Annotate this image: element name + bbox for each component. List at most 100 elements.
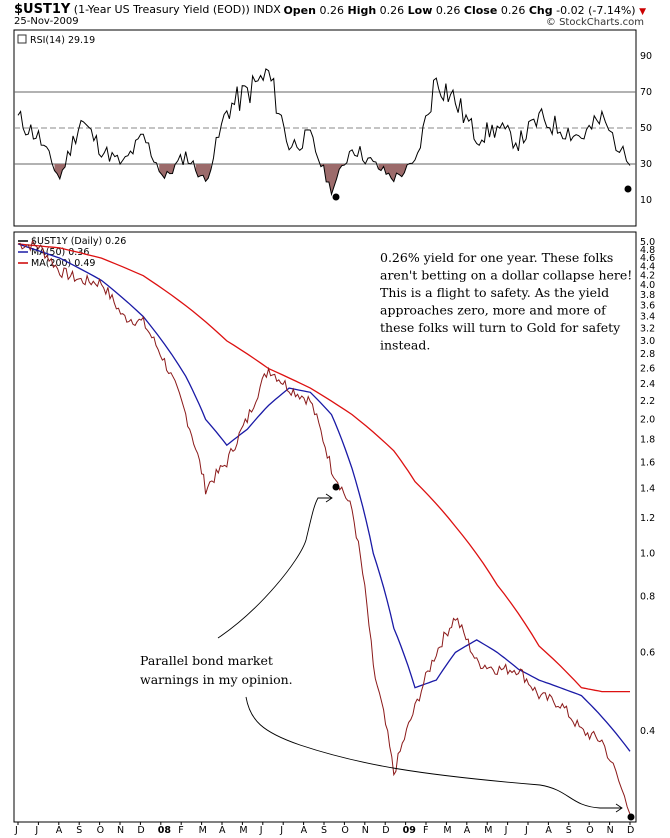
ma50-line bbox=[17, 243, 631, 752]
x-tick-label: N bbox=[607, 825, 614, 836]
price-marker-dot bbox=[332, 483, 340, 491]
x-tick-label: J bbox=[34, 825, 38, 836]
annotation-arrowhead-down bbox=[615, 803, 623, 813]
annotation-line: This is a flight to safety. As the yield bbox=[380, 285, 609, 300]
price-tick-label: 1.0 bbox=[640, 549, 655, 560]
x-tick-label: 08 bbox=[158, 825, 172, 836]
x-tick-label: M bbox=[199, 825, 207, 836]
legend-entry: $UST1Y (Daily) 0.26 bbox=[31, 236, 126, 247]
down-arrow-icon: ▼ bbox=[639, 7, 646, 17]
open-value: 0.26 bbox=[319, 4, 344, 17]
x-tick-label: 09 bbox=[403, 825, 416, 836]
rsi-marker-dot bbox=[332, 193, 340, 201]
rsi-line bbox=[17, 68, 631, 197]
ohlc-readout: Open 0.26 High 0.26 Low 0.26 Close 0.26 … bbox=[283, 4, 646, 17]
low-label: Low bbox=[407, 4, 433, 17]
low-value: 0.26 bbox=[435, 4, 461, 17]
price-tick-label: 3.2 bbox=[640, 323, 655, 334]
rsi-tick-label: 90 bbox=[640, 51, 652, 62]
x-tick-label: O bbox=[586, 825, 593, 836]
price-tick-label: 2.0 bbox=[640, 414, 655, 425]
x-tick-label: A bbox=[301, 825, 308, 836]
high-value: 0.26 bbox=[379, 4, 405, 17]
price-tick-label: 1.4 bbox=[640, 483, 655, 494]
price-line bbox=[17, 239, 631, 815]
x-tick-label: D bbox=[137, 825, 144, 836]
annotation-line: 0.26% yield for one year. These folks bbox=[380, 250, 613, 265]
chg-label: Chg bbox=[528, 4, 553, 17]
price-tick-label: 1.2 bbox=[640, 513, 655, 524]
close-value: 0.26 bbox=[500, 4, 526, 17]
price-tick-label: 4.8 bbox=[640, 245, 655, 256]
rsi-oversold-area bbox=[54, 164, 66, 179]
annotation-arrowhead-up bbox=[325, 493, 333, 503]
price-tick-label: 2.2 bbox=[640, 396, 655, 407]
rsi-tick-label: 10 bbox=[640, 195, 652, 206]
price-tick-label: 4.2 bbox=[640, 271, 655, 282]
chg-value: -0.02 (-7.14%) bbox=[556, 4, 636, 17]
price-tick-label: 1.6 bbox=[640, 458, 655, 469]
legend-entry: MA(200) 0.49 bbox=[31, 258, 95, 269]
x-axis: J J A S O N D 08 F M A M J J A S O N D 09 F M A M J J A S O N D bbox=[14, 822, 634, 836]
price-tick-label: 0.4 bbox=[640, 726, 655, 737]
brand-watermark: © StockCharts.com bbox=[545, 17, 644, 28]
x-tick-label: N bbox=[362, 825, 369, 836]
x-tick-label: J bbox=[279, 825, 283, 836]
x-tick-label: S bbox=[76, 825, 82, 836]
x-tick-label: N bbox=[117, 825, 124, 836]
annotation-arrow-down bbox=[245, 696, 622, 809]
price-tick-label: 3.4 bbox=[640, 312, 655, 323]
x-tick-label: J bbox=[504, 825, 508, 836]
price-tick-label: 3.0 bbox=[640, 336, 655, 347]
price-tick-label: 4.0 bbox=[640, 280, 655, 291]
x-tick-label: F bbox=[178, 825, 183, 836]
price-tick-label: 2.8 bbox=[640, 349, 655, 360]
annotation-line: Parallel bond market bbox=[140, 653, 273, 668]
price-tick-label: 5.0 bbox=[640, 237, 655, 248]
price-tick-label: 2.6 bbox=[640, 364, 655, 375]
rsi-tick-label: 30 bbox=[640, 159, 652, 170]
price-tick-label: 4.4 bbox=[640, 262, 655, 273]
rsi-legend-icon bbox=[17, 34, 27, 44]
x-tick-label: M bbox=[484, 825, 492, 836]
annotation-line: warnings in my opinion. bbox=[140, 672, 293, 687]
close-label: Close bbox=[463, 4, 498, 17]
annotation-top: 0.26% yield for one year. These folks are… bbox=[380, 250, 632, 353]
x-tick-label: O bbox=[97, 825, 104, 836]
x-tick-label: M bbox=[443, 825, 451, 836]
x-tick-label: A bbox=[545, 825, 552, 836]
price-tick-label: 3.8 bbox=[640, 290, 655, 301]
annotation-line: aren't betting on a dollar collapse here… bbox=[380, 268, 632, 283]
rsi-legend: RSI(14) 29.19 bbox=[17, 34, 95, 46]
x-tick-label: J bbox=[259, 825, 263, 836]
rsi-oversold-area bbox=[378, 164, 408, 182]
open-label: Open bbox=[283, 4, 316, 17]
x-tick-label: S bbox=[321, 825, 327, 836]
x-tick-label: D bbox=[627, 825, 634, 836]
x-tick-label: D bbox=[382, 825, 389, 836]
x-tick-label: A bbox=[219, 825, 226, 836]
price-tick-label: 1.8 bbox=[640, 435, 655, 446]
legend-entry: MA(50) 0.36 bbox=[31, 247, 89, 258]
chart-title: $UST1Y (1-Year US Treasury Yield (EOD)) … bbox=[14, 2, 281, 17]
annotation-bottom: Parallel bond market warnings in my opini… bbox=[140, 653, 293, 687]
x-tick-label: J bbox=[524, 825, 528, 836]
annotation-line: these folks will turn to Gold for safety bbox=[380, 320, 621, 335]
symbol: $UST1Y bbox=[14, 2, 71, 17]
annotation-arrow-up bbox=[217, 497, 332, 639]
price-axis: 5.04.84.64.44.24.03.83.63.43.2 3.0 2.8 2.6 2… bbox=[640, 237, 655, 737]
rsi-tick-label: 70 bbox=[640, 87, 652, 98]
ma200-line bbox=[17, 243, 630, 693]
rsi-marker-dot-end bbox=[624, 185, 632, 193]
x-tick-label: A bbox=[56, 825, 63, 836]
price-marker-dot-end bbox=[627, 813, 635, 821]
chart-date: 25-Nov-2009 bbox=[14, 16, 79, 27]
x-tick-label: J bbox=[14, 825, 18, 836]
x-tick-label: F bbox=[423, 825, 428, 836]
price-tick-label: 0.8 bbox=[640, 592, 655, 603]
price-tick-label: 2.4 bbox=[640, 379, 655, 390]
x-tick-label: A bbox=[464, 825, 471, 836]
price-tick-label: 0.6 bbox=[640, 647, 655, 658]
